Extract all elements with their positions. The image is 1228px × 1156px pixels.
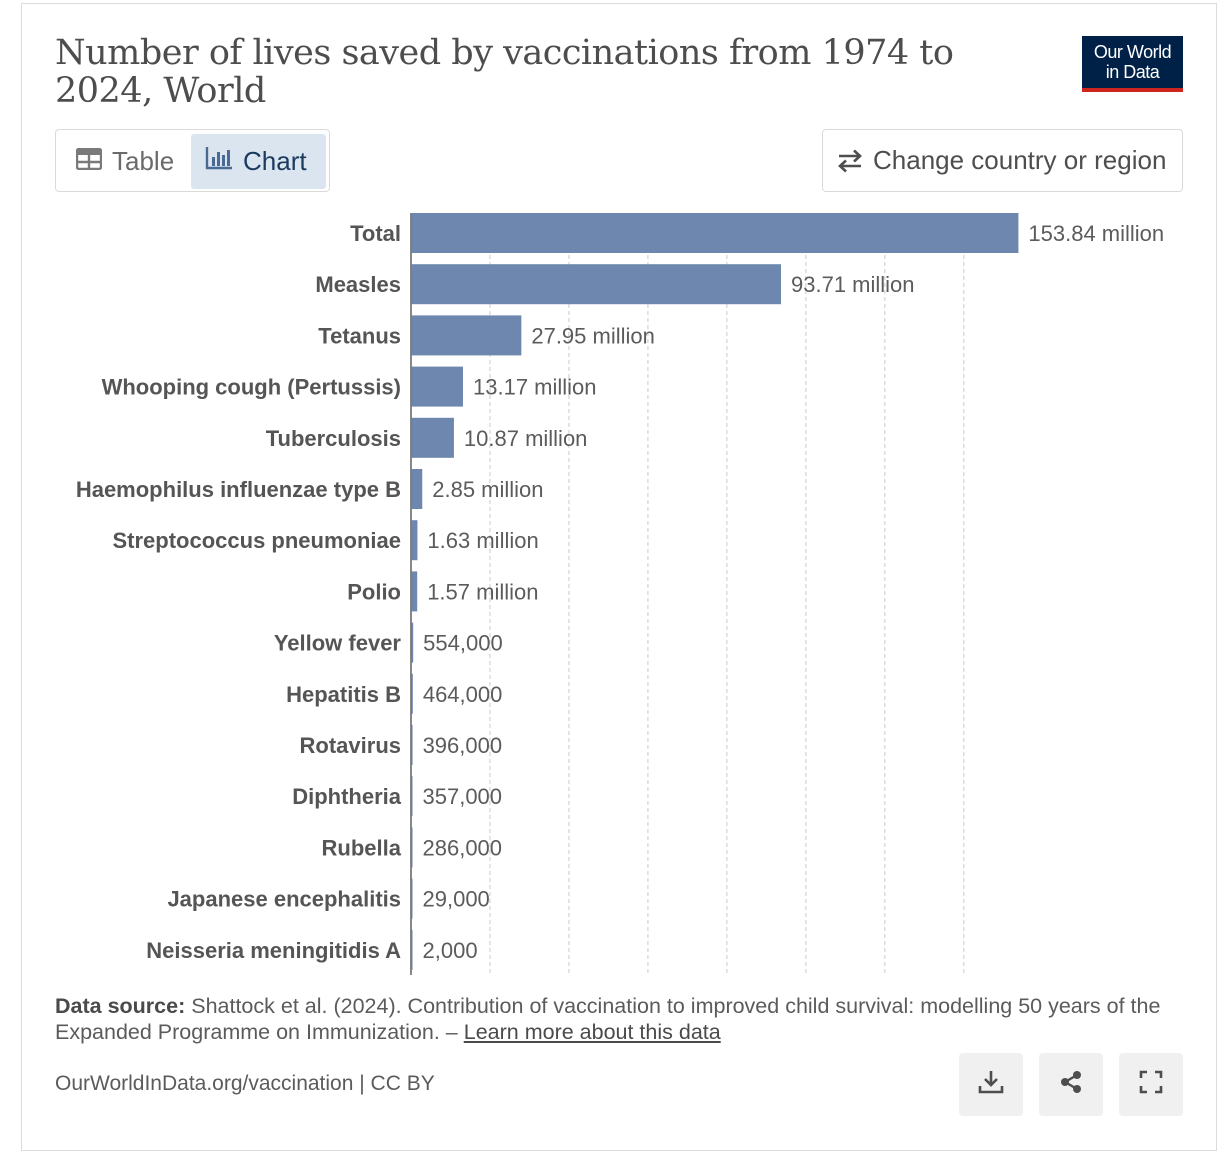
category-label: Rotavirus — [300, 733, 401, 758]
source-text: Shattock et al. (2024). Contribution of … — [55, 994, 1161, 1044]
change-country-button[interactable]: Change country or region — [822, 129, 1183, 192]
footer-url[interactable]: OurWorldInData.org/vaccination | CC BY — [55, 1072, 435, 1095]
bar-6[interactable] — [411, 469, 423, 509]
category-label: Rubella — [322, 835, 402, 860]
view-tabs: Table Chart — [55, 129, 330, 192]
category-label: Haemophilus influenzae type B — [76, 477, 401, 502]
bar-5[interactable] — [411, 417, 454, 458]
logo-line-1: Our World — [1093, 42, 1172, 62]
category-label: Neisseria meningitidis A — [146, 938, 401, 963]
bar-layer — [411, 213, 1019, 970]
tab-chart[interactable]: Chart — [191, 134, 326, 189]
bar-3[interactable] — [411, 315, 522, 356]
bar-8[interactable] — [411, 571, 418, 612]
value-label: 286,000 — [423, 835, 503, 860]
value-label: 93.71 million — [791, 272, 915, 297]
tab-chart-label: Chart — [243, 146, 307, 176]
value-label: 10.87 million — [464, 426, 588, 451]
value-label: 13.17 million — [473, 375, 597, 400]
category-label: Total — [350, 221, 401, 246]
bar-chart-icon — [205, 146, 233, 177]
value-label: 1.63 million — [427, 528, 538, 553]
value-label: 29,000 — [423, 887, 490, 912]
category-label: Whooping cough (Pertussis) — [102, 375, 401, 400]
value-label: 153.84 million — [1028, 221, 1164, 246]
data-source: Data source: Shattock et al. (2024). Con… — [55, 993, 1165, 1045]
category-label: Polio — [347, 579, 401, 604]
learn-more-link[interactable]: Learn more about this data — [463, 1020, 721, 1044]
logo-line-2: in Data — [1105, 62, 1160, 82]
category-label: Tuberculosis — [266, 426, 401, 451]
chart-card — [21, 3, 1217, 1151]
logo-red-bar — [1082, 88, 1183, 92]
fullscreen-icon — [1139, 1070, 1163, 1099]
download-button[interactable] — [959, 1053, 1023, 1116]
label-layer: Total 153.84 million Measles 93.71 million T… — [76, 213, 1164, 975]
bar-1[interactable] — [411, 213, 1019, 253]
bar-4[interactable] — [411, 366, 464, 407]
category-label: Hepatitis B — [286, 682, 401, 707]
bar-10[interactable] — [411, 673, 413, 714]
value-label: 2.85 million — [432, 477, 543, 502]
chart-title: Number of lives saved by vaccinations fr… — [55, 33, 954, 111]
category-label: Streptococcus pneumoniae — [112, 528, 401, 553]
value-label: 357,000 — [423, 784, 503, 809]
value-label: 554,000 — [423, 631, 503, 656]
table-icon — [75, 146, 103, 177]
value-label: 464,000 — [423, 682, 503, 707]
swap-arrows-icon — [837, 149, 863, 173]
tab-table-label: Table — [112, 146, 175, 176]
value-label: 27.95 million — [531, 323, 655, 348]
bar-7[interactable] — [411, 520, 418, 561]
fullscreen-button[interactable] — [1119, 1053, 1183, 1116]
value-label: 396,000 — [423, 733, 503, 758]
value-label: 2,000 — [423, 938, 478, 963]
share-icon — [1058, 1069, 1084, 1100]
bar-9[interactable] — [411, 622, 414, 663]
category-label: Japanese encephalitis — [167, 887, 401, 912]
category-label: Measles — [315, 272, 401, 297]
share-button[interactable] — [1039, 1053, 1103, 1116]
value-label: 1.57 million — [427, 579, 538, 604]
owid-logo[interactable]: Our World in Data — [1082, 36, 1183, 92]
download-icon — [978, 1069, 1004, 1100]
bar-2[interactable] — [411, 264, 782, 305]
source-prefix: Data source: — [55, 994, 186, 1018]
tab-table[interactable]: Table — [61, 134, 189, 189]
category-label: Diphtheria — [292, 784, 402, 809]
change-country-label: Change country or region — [873, 145, 1167, 175]
category-label: Tetanus — [318, 323, 401, 348]
category-label: Yellow fever — [274, 631, 402, 656]
